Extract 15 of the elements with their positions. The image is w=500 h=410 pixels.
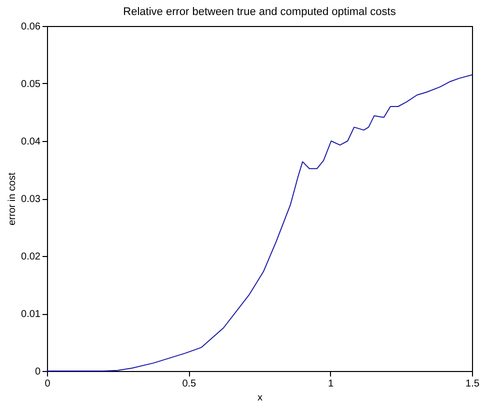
x-tick-label: 1: [328, 378, 334, 390]
y-tick-label: 0.03: [21, 194, 41, 205]
y-tick-label: 0.06: [21, 22, 41, 32]
x-tick-label: 0: [44, 378, 51, 390]
y-tick-label: 0.05: [21, 79, 41, 90]
chart-title: Relative error between true and computed optimal costs: [123, 6, 396, 18]
y-tick-label: 0.04: [21, 136, 41, 148]
x-tick-label: 1.5: [466, 378, 480, 390]
line-series: [46, 74, 472, 372]
y-tick-label: 0.02: [21, 252, 41, 262]
x-axis-title: x: [258, 392, 262, 404]
y-tick-label: 0: [34, 366, 41, 378]
y-tick-label: 0.01: [21, 309, 41, 320]
y-axis-title: error in cost: [7, 172, 18, 226]
x-tick-label: 0.5: [182, 378, 197, 390]
